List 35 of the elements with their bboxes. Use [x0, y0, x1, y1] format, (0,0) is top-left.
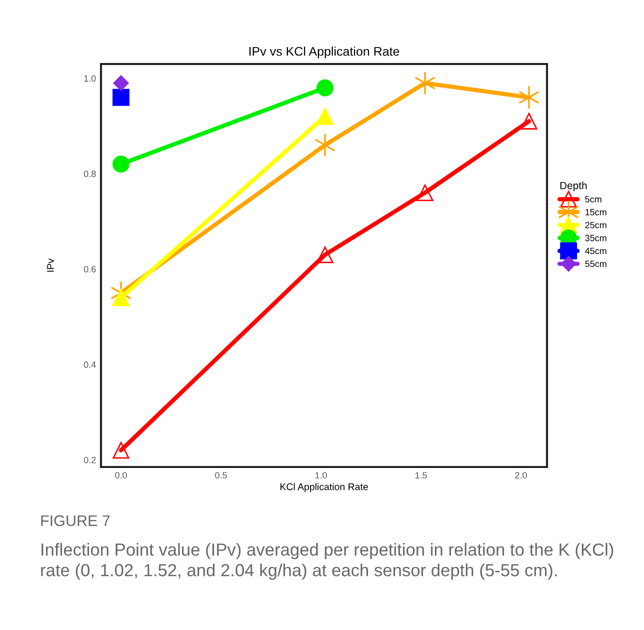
- x-axis-title: KCl Application Rate: [280, 483, 368, 492]
- point: [316, 108, 334, 125]
- caption: FIGURE 7: [41, 515, 110, 526]
- x-tick-label: 0.5: [215, 472, 227, 478]
- legend-label: 5cm: [585, 196, 602, 202]
- y-tick-label: 0.4: [84, 361, 96, 368]
- x-tick-label: 1.0: [315, 472, 327, 478]
- y-tick-label: 0.6: [84, 266, 96, 272]
- point: [520, 112, 538, 130]
- x-tick-label: 0.0: [115, 472, 127, 478]
- point: [112, 442, 130, 459]
- legend-label: 35cm: [585, 234, 606, 242]
- point: [316, 79, 334, 96]
- point: [112, 88, 130, 106]
- point: [113, 75, 129, 91]
- y-tick-label: 0.8: [84, 170, 96, 178]
- y-tick-label: 0.2: [84, 456, 96, 464]
- legend-label: 45cm: [585, 248, 606, 254]
- text: Inflection Point value (IPv) averaged per repetition in relation to the K (KCl) rate (0, 1.02, 1.52, and 2.04 kg/ha) at each sensor depth (5-55 cm).: [41, 543, 614, 580]
- point: [518, 85, 540, 110]
- point: [316, 246, 334, 264]
- y-axis-title: IPv: [47, 258, 54, 272]
- legend-title: Depth: [560, 182, 587, 192]
- legend-label: 25cm: [585, 222, 606, 228]
- legend-label: 15cm: [585, 209, 606, 216]
- x-tick-label: 2.0: [515, 472, 527, 478]
- y-tick-label: 1.0: [84, 75, 96, 82]
- chart-title: IPv vs KCl Application Rate: [249, 46, 400, 58]
- point: [112, 156, 130, 173]
- point: [414, 71, 436, 96]
- point: [416, 184, 434, 202]
- point: [314, 133, 336, 158]
- legend-label: 55cm: [585, 260, 606, 268]
- x-tick-label: 1.5: [415, 472, 427, 478]
- point: [112, 289, 130, 306]
